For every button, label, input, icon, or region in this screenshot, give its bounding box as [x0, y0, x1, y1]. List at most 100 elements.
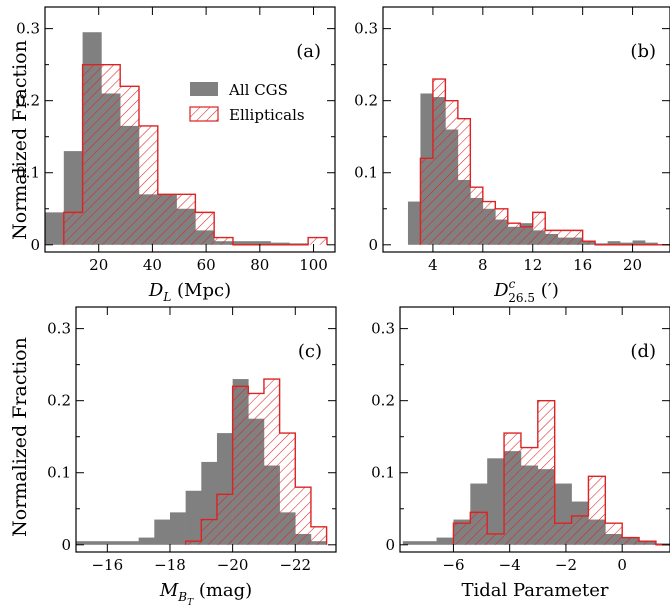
bar-ellipticals [605, 523, 623, 545]
y-tick-label: 0.2 [371, 392, 395, 410]
plot-area [45, 32, 328, 246]
panel-label: (d) [630, 341, 656, 362]
y-tick-label: 0.3 [371, 320, 395, 338]
bar-ellipticals [570, 230, 583, 245]
bar-ellipticals [295, 487, 311, 545]
bar-ellipticals [138, 125, 158, 245]
bar-ellipticals [185, 541, 202, 545]
bar-ellipticals [470, 512, 488, 545]
y-tick-label: 0.2 [16, 92, 40, 110]
bar-ellipticals [622, 537, 640, 545]
bar-ellipticals [308, 237, 327, 245]
bar-ellipticals [310, 526, 327, 545]
y-axis-label-bottom: Normalized Fraction [9, 337, 31, 537]
x-tick-label: −4 [499, 556, 521, 574]
y-tick-label: 0.1 [354, 164, 378, 182]
legend-swatch-ell [189, 106, 219, 122]
x-tick-label: −6 [442, 556, 464, 574]
bar-ellipticals [554, 523, 572, 545]
bar-all-cgs [45, 212, 65, 245]
bar-ellipticals [557, 230, 571, 245]
y-tick-label: 0 [61, 536, 71, 554]
bar-ellipticals [537, 400, 555, 545]
panel-label: (a) [296, 41, 321, 62]
panel-3: 0 0.1 0.2 0.3 −16 −18 −20 −22 (c) MBT (mag) [47, 306, 337, 608]
panel-label: (b) [630, 41, 656, 62]
bar-ellipticals [445, 100, 458, 245]
bar-all-cgs [138, 537, 155, 545]
bar-ellipticals [120, 86, 139, 245]
x-tick-label: 12 [523, 256, 542, 274]
x-tick-label: −18 [154, 556, 186, 574]
bar-ellipticals [420, 158, 433, 245]
axes-frame [44, 6, 336, 253]
x-tick-label: 20 [623, 256, 642, 274]
y-axis-label-top: Normalized Fraction [9, 40, 31, 240]
y-tick-label: 0.1 [16, 164, 40, 182]
bar-all-cgs [655, 543, 670, 545]
bar-ellipticals [504, 433, 521, 545]
axes-frame [382, 6, 670, 253]
bar-ellipticals [432, 79, 446, 245]
ellipticals-outline [419, 78, 670, 246]
bar-ellipticals [101, 64, 121, 245]
bar-all-cgs [595, 243, 608, 245]
legend-swatch-all [190, 82, 218, 96]
bar-all-cgs [487, 458, 505, 545]
bar-all-cgs [620, 242, 633, 245]
bar-ellipticals [482, 201, 496, 245]
y-tick-label: 0 [385, 536, 395, 554]
ellipticals-outline [452, 399, 670, 546]
x-tick-label: −22 [279, 556, 311, 574]
bar-ellipticals [82, 64, 102, 245]
x-tick-label: 20 [89, 256, 108, 274]
legend: All CGS Ellipticals [189, 81, 305, 124]
bar-all-cgs [251, 241, 271, 245]
x-axis-label: MBT (mag) [159, 580, 252, 608]
x-tick-label: 0 [617, 556, 627, 574]
bar-ellipticals [216, 494, 233, 545]
bar-ellipticals [176, 194, 196, 245]
y-tick-label: 0.2 [354, 92, 378, 110]
panel-2: 0 0.1 0.2 0.3 4 8 12 16 20 (b) Dc 26.5 (′) [354, 6, 670, 305]
bar-ellipticals [571, 515, 589, 545]
bar-ellipticals [588, 476, 606, 545]
y-tick-label: 0.1 [371, 464, 395, 482]
bar-ellipticals [495, 208, 508, 245]
y-tick-label: 0.1 [47, 464, 71, 482]
bar-all-cgs [232, 241, 253, 245]
bar-all-cgs [122, 541, 139, 545]
y-tick-label: 0.3 [47, 320, 71, 338]
x-tick-label: −2 [555, 556, 577, 574]
panel-1: 0 0.1 0.2 0.3 20 40 60 80 100 (a) DL (Mpc) [16, 6, 336, 304]
x-tick-label: 16 [573, 256, 592, 274]
bar-all-cgs [289, 243, 309, 245]
bar-ellipticals [470, 187, 483, 245]
legend-label-all: All CGS [228, 81, 288, 99]
bar-ellipticals [63, 212, 83, 245]
bar-all-cgs [407, 201, 421, 245]
bar-ellipticals [520, 226, 533, 245]
panel-label: (c) [298, 341, 322, 362]
bar-all-cgs [185, 490, 202, 545]
x-tick-label: 80 [250, 256, 269, 274]
bar-ellipticals [532, 212, 546, 245]
axes-frame [75, 306, 337, 553]
bar-ellipticals [520, 447, 538, 545]
bar-all-cgs [419, 541, 437, 545]
bar-all-cgs [169, 512, 186, 545]
x-axis-label: DL (Mpc) [148, 280, 231, 304]
bar-ellipticals [453, 523, 471, 545]
x-tick-label: 8 [478, 256, 488, 274]
bar-ellipticals [639, 541, 656, 545]
bar-all-cgs [436, 537, 454, 545]
bar-ellipticals [232, 386, 249, 545]
bar-ellipticals [214, 237, 233, 245]
x-tick-label: 60 [197, 256, 216, 274]
x-tick-label: 40 [143, 256, 162, 274]
x-tick-label: 4 [428, 256, 438, 274]
y-tick-label: 0 [368, 236, 378, 254]
y-tick-label: 0.3 [16, 20, 40, 38]
bar-ellipticals [157, 194, 177, 245]
